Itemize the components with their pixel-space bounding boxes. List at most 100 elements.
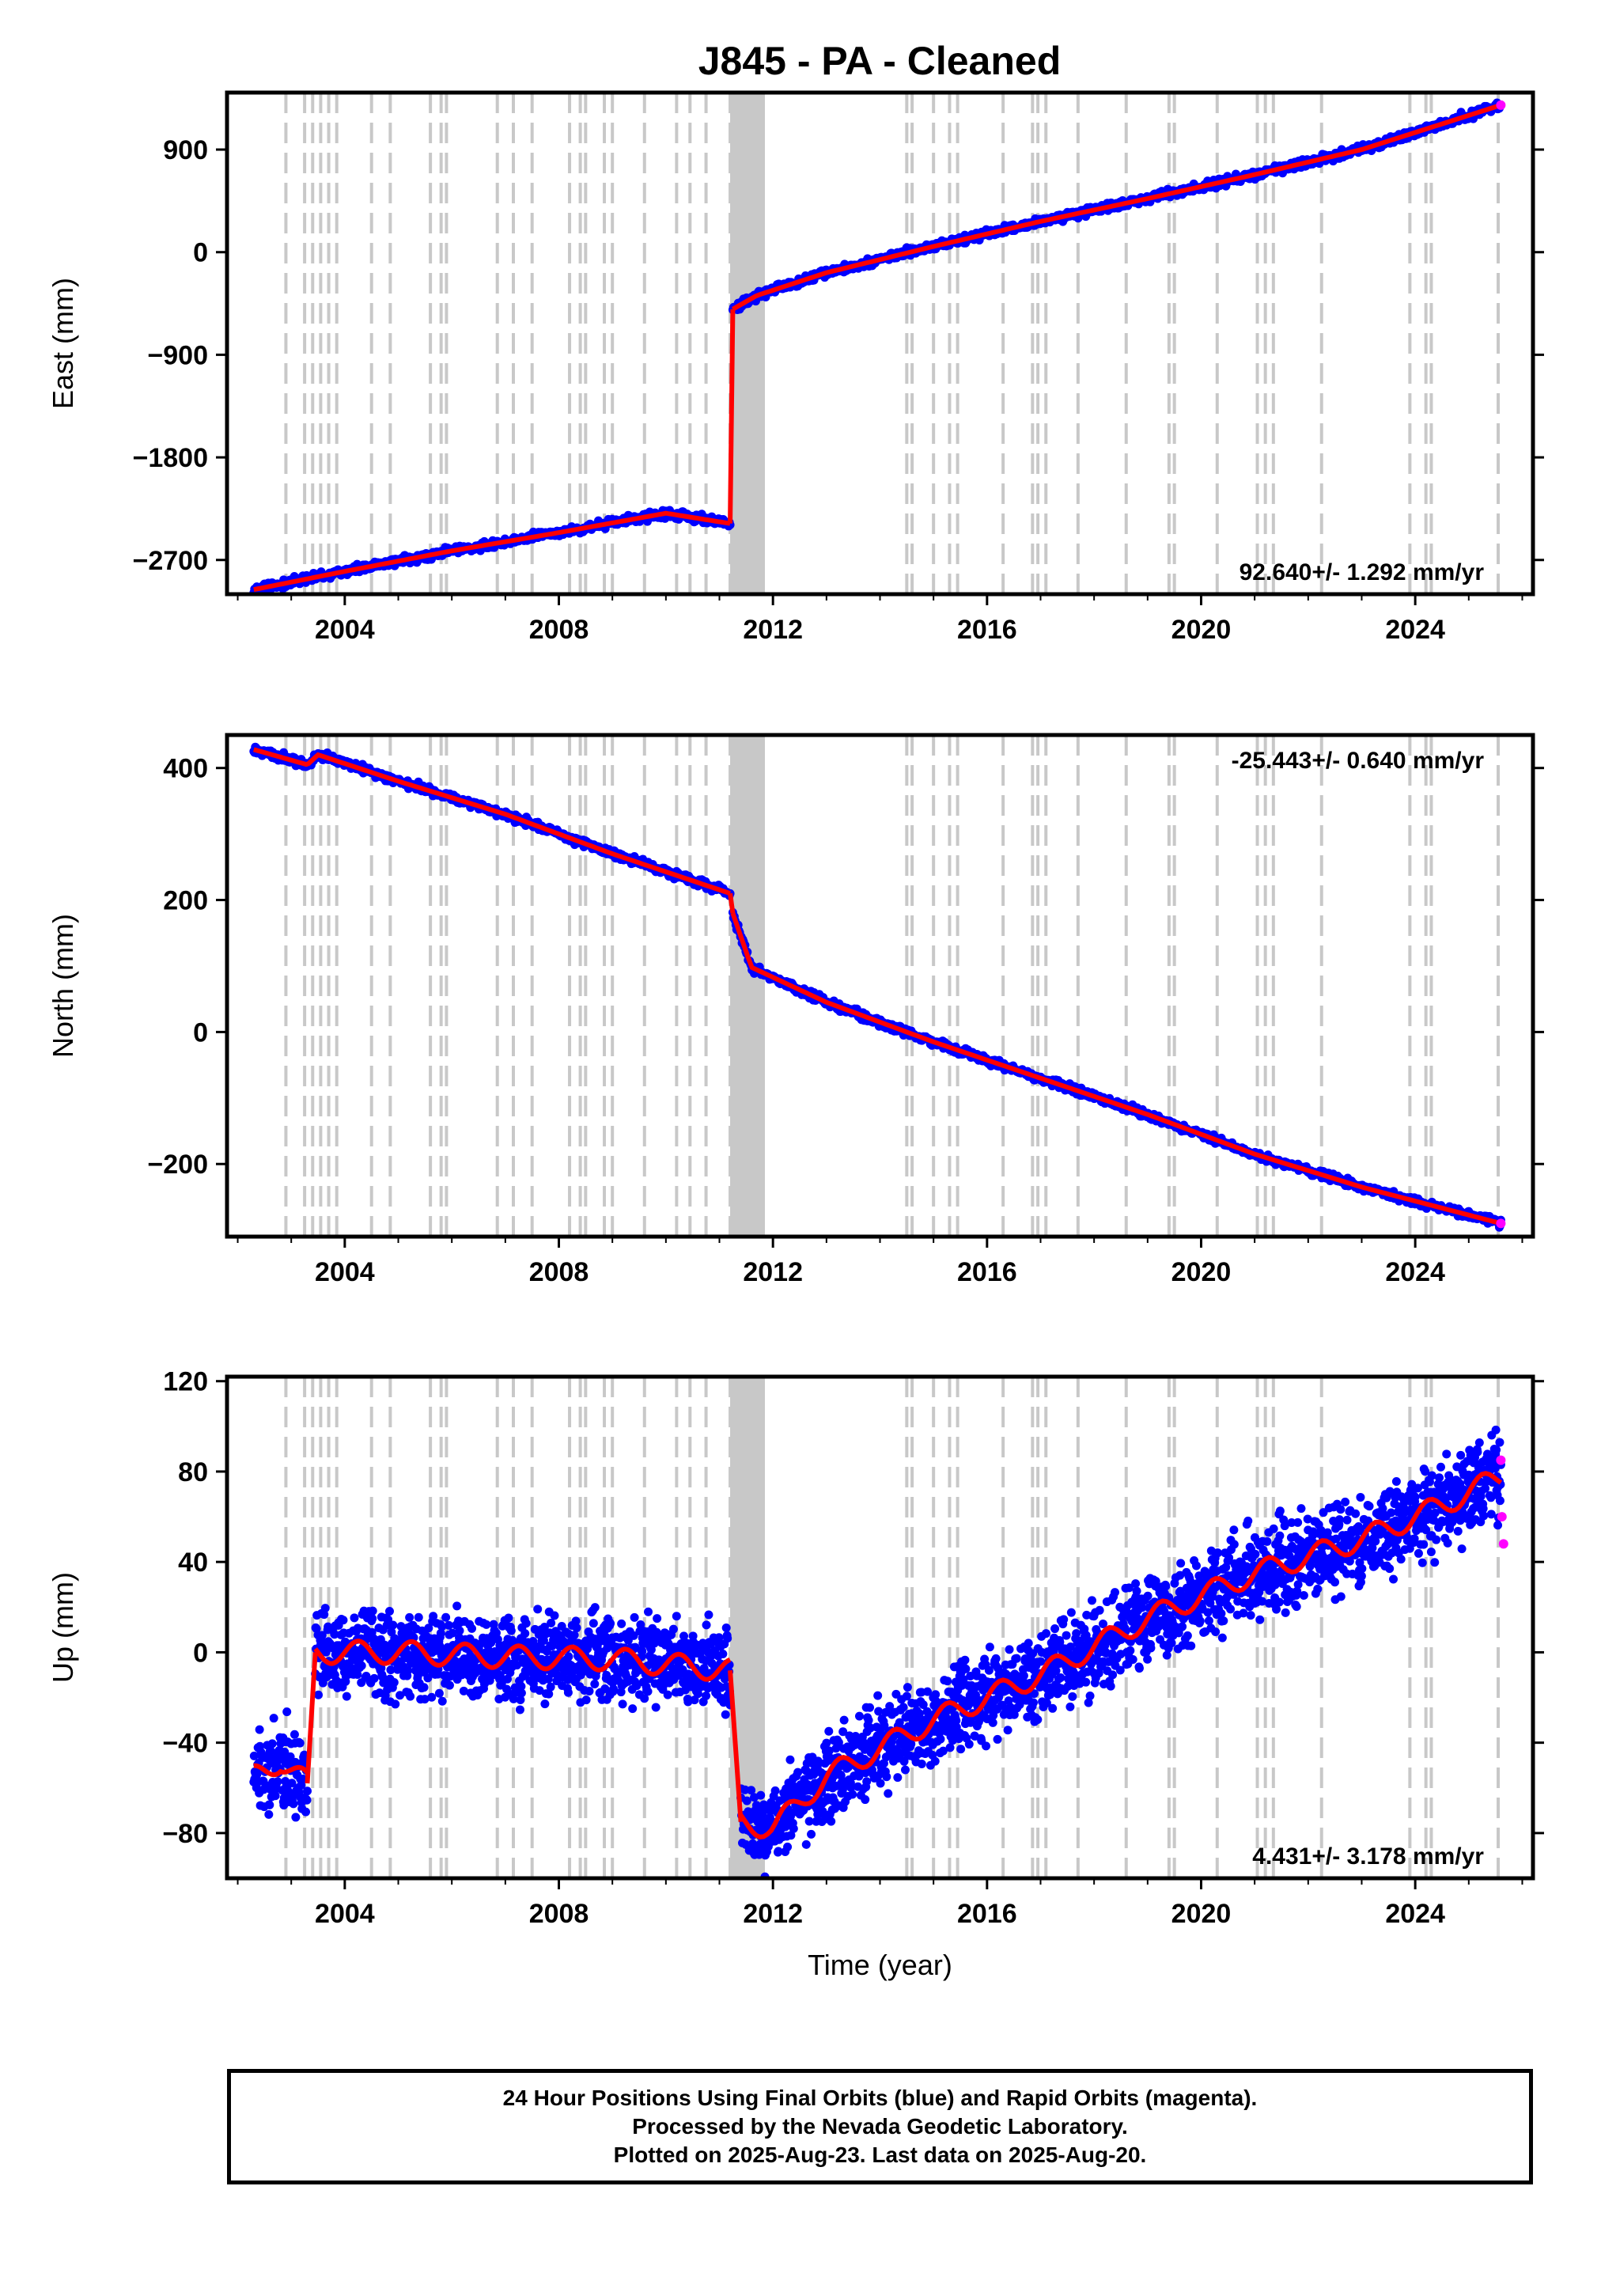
data-point-final bbox=[482, 1620, 491, 1629]
data-point-final bbox=[789, 1824, 798, 1833]
data-point-final bbox=[585, 1687, 594, 1696]
data-point-final bbox=[600, 1684, 610, 1693]
data-point-final bbox=[302, 1786, 312, 1796]
data-point-final bbox=[590, 1603, 600, 1612]
data-point-final bbox=[590, 1680, 600, 1689]
data-point-final bbox=[783, 1842, 793, 1851]
data-point-final bbox=[287, 1779, 297, 1788]
model-line bbox=[253, 747, 731, 896]
data-point-final bbox=[403, 1665, 413, 1675]
data-point-final bbox=[516, 1695, 525, 1704]
data-point-final bbox=[801, 1839, 811, 1849]
data-point-final bbox=[570, 1631, 579, 1640]
data-point-final bbox=[396, 1691, 405, 1700]
data-point-final bbox=[593, 1639, 603, 1649]
data-point-final bbox=[429, 1612, 438, 1621]
y-tick-label: −2700 bbox=[133, 546, 209, 576]
data-point-final bbox=[572, 1623, 581, 1633]
data-point-final bbox=[265, 1800, 274, 1809]
data-point-final bbox=[721, 1623, 731, 1632]
data-point-final bbox=[317, 1631, 327, 1640]
data-point-final bbox=[495, 1670, 505, 1680]
data-point-final bbox=[405, 1612, 414, 1622]
data-point-final bbox=[384, 1607, 394, 1616]
model-step-line bbox=[728, 892, 736, 914]
data-point-final bbox=[589, 1619, 598, 1628]
data-point-final bbox=[255, 1725, 264, 1734]
event-band bbox=[730, 735, 766, 1237]
data-point-final bbox=[357, 1661, 366, 1670]
data-point-final bbox=[377, 1663, 386, 1673]
data-point-final bbox=[718, 1650, 728, 1659]
data-point-final bbox=[520, 1629, 530, 1639]
data-point-final bbox=[608, 1684, 618, 1694]
data-point-final bbox=[672, 1612, 681, 1621]
x-tick-label: 2004 bbox=[315, 615, 375, 645]
model-line bbox=[253, 1763, 309, 1778]
data-point-final bbox=[330, 1630, 339, 1639]
data-point-final bbox=[267, 1739, 277, 1749]
data-point-final bbox=[291, 1813, 301, 1822]
data-point-final bbox=[563, 1688, 573, 1697]
data-point-final bbox=[282, 1707, 292, 1717]
data-point-final bbox=[368, 1614, 377, 1623]
data-point-final bbox=[638, 1646, 647, 1656]
data-point-final bbox=[271, 1791, 280, 1801]
data-point-final bbox=[571, 1616, 581, 1626]
data-point-final bbox=[391, 1699, 400, 1709]
data-point-final bbox=[544, 1689, 554, 1699]
data-point-final bbox=[452, 1601, 462, 1611]
data-point-final bbox=[640, 1694, 649, 1703]
panel-frame bbox=[225, 90, 1535, 597]
model-line bbox=[731, 103, 1502, 312]
data-point-final bbox=[339, 1616, 348, 1625]
data-point-final bbox=[249, 1751, 259, 1760]
data-point-final bbox=[601, 1632, 611, 1642]
data-point-final bbox=[756, 1790, 766, 1800]
data-point-final bbox=[301, 1807, 311, 1817]
data-point-final bbox=[269, 1714, 278, 1723]
data-point-final bbox=[539, 1635, 548, 1645]
data-point-final bbox=[632, 1681, 642, 1691]
data-point-final bbox=[721, 1710, 730, 1719]
data-point-final bbox=[547, 1618, 556, 1627]
data-point-final bbox=[448, 1628, 457, 1638]
data-point-final bbox=[350, 1613, 359, 1623]
data-point-final bbox=[444, 1620, 453, 1630]
data-point-final bbox=[389, 1678, 399, 1688]
data-point-rapid bbox=[1496, 100, 1506, 110]
data-point-final bbox=[807, 1829, 816, 1839]
data-point-final bbox=[420, 1695, 430, 1704]
data-point-final bbox=[286, 1752, 295, 1761]
figure-title: J845 - PA - Cleaned bbox=[698, 39, 1062, 83]
data-point-final bbox=[827, 1817, 836, 1826]
data-point-final bbox=[704, 1610, 713, 1620]
data-point-final bbox=[702, 1691, 711, 1700]
x-tick-label: 2016 bbox=[957, 615, 1017, 645]
x-tick-label: 2020 bbox=[1171, 1257, 1232, 1287]
rate-label: 92.640+/- 1.292 mm/yr bbox=[1240, 559, 1485, 585]
data-point-final bbox=[386, 1665, 396, 1675]
data-point-final bbox=[264, 1809, 274, 1819]
data-point-final bbox=[606, 1619, 615, 1628]
data-point-final bbox=[459, 1686, 468, 1695]
data-point-final bbox=[388, 1620, 398, 1630]
data-point-final bbox=[617, 1619, 626, 1628]
data-point-final bbox=[618, 1699, 627, 1709]
y-tick-label: −200 bbox=[147, 1150, 208, 1180]
y-tick-label: 0 bbox=[193, 238, 208, 268]
data-point-final bbox=[314, 1690, 324, 1699]
data-point-final bbox=[539, 1622, 549, 1631]
data-point-final bbox=[521, 1619, 531, 1628]
data-point-final bbox=[636, 1620, 645, 1629]
data-point-final bbox=[646, 1645, 656, 1654]
data-point-final bbox=[273, 1777, 282, 1786]
data-point-final bbox=[517, 1688, 526, 1698]
data-point-final bbox=[437, 1696, 447, 1706]
data-point-final bbox=[300, 1750, 309, 1760]
y-tick-label: 0 bbox=[193, 1017, 208, 1048]
data-point-final bbox=[423, 1673, 433, 1683]
panel-data bbox=[249, 735, 1506, 1237]
data-point-final bbox=[723, 1634, 732, 1643]
data-point-final bbox=[643, 1687, 653, 1696]
